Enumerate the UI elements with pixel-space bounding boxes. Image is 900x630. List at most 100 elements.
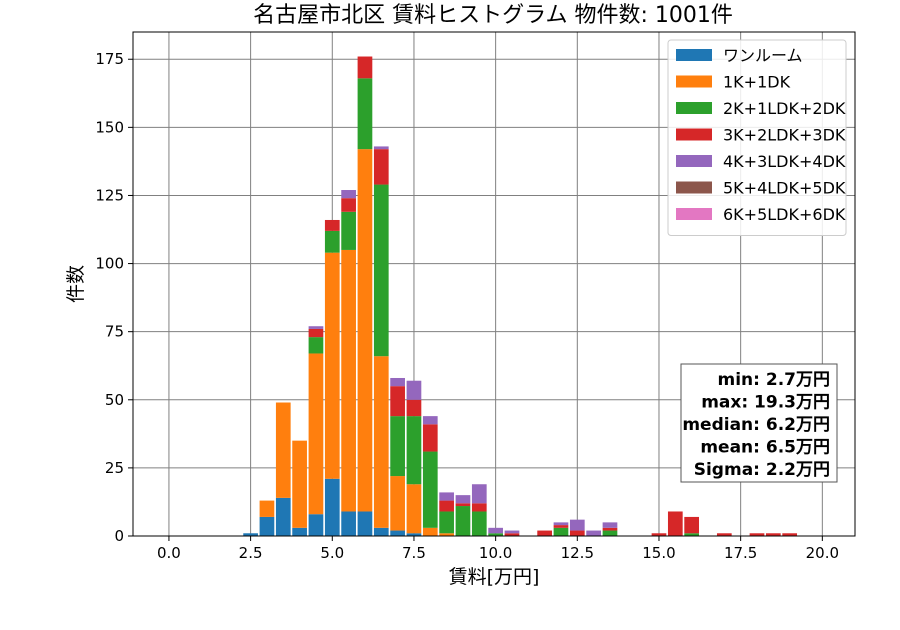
legend-label: 4K+3LDK+4DK	[723, 152, 846, 171]
x-tick-label: 12.5	[561, 544, 594, 562]
bar-segment	[455, 503, 471, 507]
legend-swatch	[676, 49, 712, 61]
bar-segment	[651, 533, 667, 536]
legend-label: 3K+2LDK+3DK	[723, 126, 846, 145]
legend-swatch	[676, 155, 712, 167]
bar-segment	[439, 533, 454, 536]
bar-segment	[341, 190, 356, 199]
bar-segment	[406, 380, 422, 400]
bar-segment	[357, 78, 373, 150]
bar-segment	[341, 511, 356, 536]
bar-segment	[373, 149, 389, 185]
bar-segment	[782, 533, 798, 536]
y-tick-label: 50	[105, 391, 124, 409]
y-tick-label: 0	[114, 527, 124, 545]
bar-segment	[357, 511, 373, 536]
bar-segment	[341, 211, 356, 250]
bar-segment	[765, 533, 781, 536]
bar-segment	[292, 440, 307, 528]
legend-label: ワンルーム	[723, 46, 803, 65]
y-tick-label: 25	[105, 459, 124, 477]
bar-segment	[324, 478, 340, 536]
x-axis-label: 賃料[万円]	[449, 566, 540, 588]
x-tick-label: 0.0	[157, 544, 181, 562]
bar-segment	[488, 527, 503, 534]
bar-segment	[406, 484, 422, 534]
legend-label: 5K+4LDK+5DK	[723, 179, 846, 198]
bar-segment	[341, 249, 356, 512]
legend-label: 6K+5LDK+6DK	[723, 205, 846, 224]
bar-segment	[373, 184, 389, 357]
bar-segment	[324, 230, 340, 253]
bar-segment	[357, 56, 373, 79]
stats-line: max: 19.3万円	[701, 393, 830, 413]
legend-swatch	[676, 128, 712, 141]
bar-segment	[749, 533, 765, 536]
bar-segment	[488, 533, 503, 536]
bar-segment	[422, 451, 438, 528]
x-axis-ticks: 0.0 2.5 5.0 7.5 10.0 12.5 15.0 17.5 20.0	[157, 536, 839, 562]
bar-segment	[439, 500, 454, 512]
bar-segment	[259, 500, 275, 517]
bar-segment	[373, 146, 389, 150]
legend-label: 1K+1DK	[723, 73, 791, 92]
bar-segment	[471, 503, 487, 512]
y-tick-label: 125	[95, 186, 124, 204]
bar-segment	[390, 476, 405, 531]
grid-lines	[133, 32, 855, 537]
bar-segment	[455, 495, 471, 504]
legend-label: 2K+1LDK+2DK	[723, 99, 846, 118]
legend-swatch	[676, 102, 712, 114]
bar-segment	[259, 516, 275, 536]
bar-segment	[390, 386, 405, 417]
bar-segment	[504, 530, 520, 534]
bar-segment	[275, 497, 291, 536]
y-axis-ticks: 0 25 50 75 100 125 150 175	[95, 50, 133, 545]
bar-segment	[390, 377, 405, 387]
bar-segment	[406, 416, 422, 485]
y-tick-label: 175	[95, 50, 124, 68]
bar-segment	[308, 353, 324, 515]
x-tick-label: 5.0	[320, 544, 344, 562]
x-tick-label: 20.0	[806, 544, 839, 562]
stats-frame	[680, 363, 838, 483]
bar-segment	[716, 533, 732, 536]
bar-segment	[341, 198, 356, 212]
bar-segment	[439, 511, 454, 534]
bar-segment	[602, 522, 618, 528]
bar-segment	[243, 533, 258, 536]
bar-segment	[406, 399, 422, 417]
x-tick-label: 7.5	[402, 544, 426, 562]
bar-segment	[308, 514, 324, 536]
bar-segment	[471, 484, 487, 504]
y-axis-label: 件数	[65, 265, 87, 303]
x-tick-label: 15.0	[642, 544, 675, 562]
bar-segment	[684, 533, 700, 536]
bar-segment	[406, 533, 422, 536]
bar-segment	[553, 525, 569, 528]
bar-segment	[553, 527, 569, 536]
bar-segment	[537, 530, 552, 536]
legend-frame	[667, 39, 847, 236]
bar-segment	[373, 356, 389, 528]
x-tick-label: 17.5	[724, 544, 757, 562]
stats-line: min: 2.7万円	[718, 370, 830, 390]
legend-swatch	[676, 208, 712, 220]
bar-segment	[422, 527, 438, 536]
chart-title: 名古屋市北区 賃料ヒストグラム 物件数: 1001件	[253, 3, 733, 28]
bar-segment	[422, 416, 438, 425]
stats-line: Sigma: 2.2万円	[694, 460, 830, 480]
legend-swatch	[676, 75, 712, 88]
y-tick-label: 100	[95, 255, 124, 273]
bar-segment	[455, 506, 471, 536]
bar-segment	[504, 533, 520, 536]
bar-segment	[667, 511, 683, 536]
bar-segment	[684, 516, 700, 534]
y-tick-label: 150	[95, 118, 124, 136]
bar-segment	[602, 530, 618, 536]
bar-segment	[373, 527, 389, 536]
bar-segment	[569, 519, 585, 531]
bar-segment	[308, 328, 324, 338]
